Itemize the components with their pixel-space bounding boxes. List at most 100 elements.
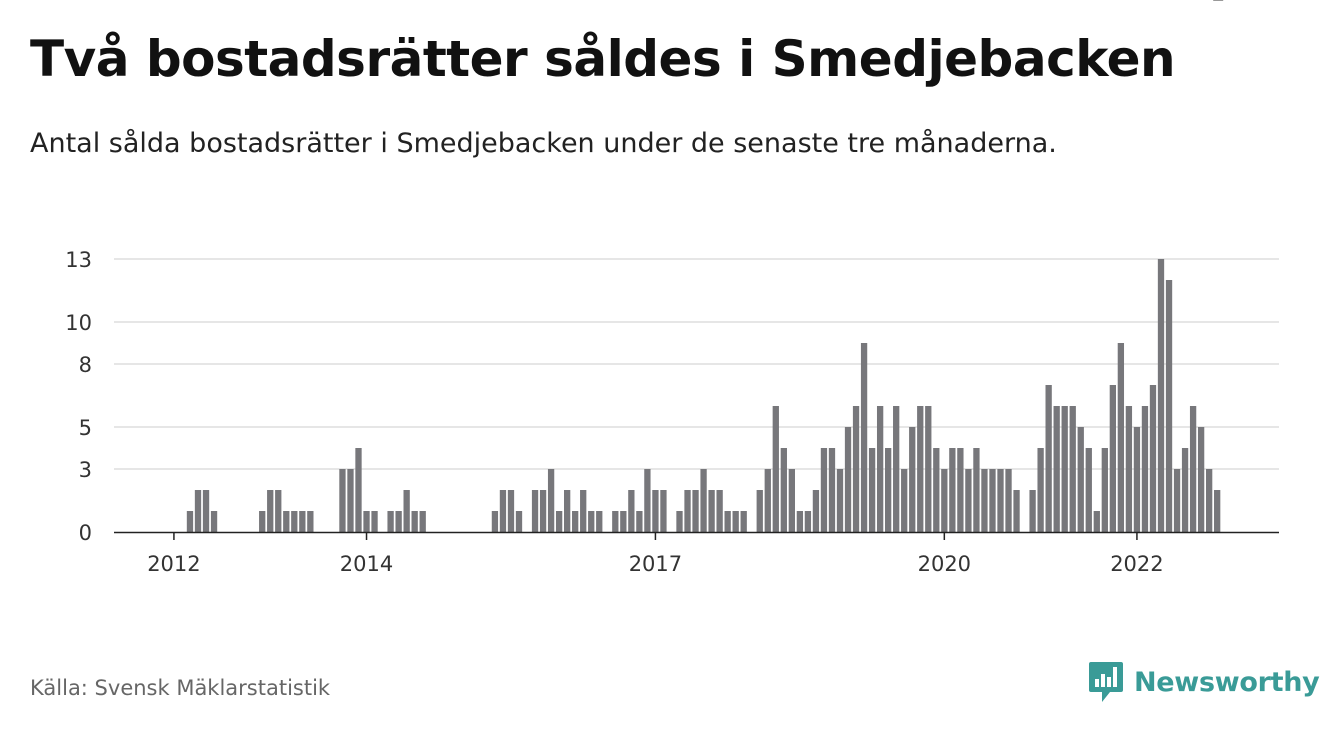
bar [989,469,996,532]
bar [1037,448,1044,532]
bar [194,490,202,532]
bar [1101,448,1108,532]
bar [1214,490,1221,532]
bar [804,511,812,532]
bar [371,511,378,532]
brand-name: Newsworthy [1134,666,1320,698]
bar [275,490,282,532]
bar [339,469,346,532]
bar [1013,490,1020,532]
bar [941,469,948,532]
bar [949,448,956,532]
bar [1206,469,1213,532]
bars [186,259,1221,532]
y-tick-label: 13 [65,248,92,272]
bar [1109,385,1116,532]
bar [684,490,691,532]
bar [347,469,354,532]
bar [756,490,763,532]
bar [692,490,699,532]
chart-subtitle: Antal sålda bostadsrätter i Smedjebacken… [30,128,1057,159]
bar [1045,385,1052,532]
bar [652,490,659,532]
x-tick-label: 2017 [629,552,682,576]
bar [403,490,410,532]
bar [283,511,290,532]
bar [620,511,627,532]
bar-chart: 0 3 5 8 10 13 2012 2014 2017 2020 2022 2 [65,0,1279,576]
bar [772,406,779,532]
bar [860,343,868,532]
annotation: 2 [1213,0,1231,5]
bar [395,511,402,532]
bar [716,490,723,532]
bar [1181,448,1189,532]
bar [700,469,707,532]
bar [1125,406,1133,532]
bar [555,511,563,532]
bar [1005,469,1012,532]
bar [612,511,619,532]
bar [1141,406,1149,532]
bar [764,469,771,532]
chart-title: Två bostadsrätter såldes i Smedjebacken [30,30,1176,88]
bar [636,511,643,532]
bar [997,469,1004,532]
y-tick-label: 5 [79,416,92,440]
bar [1133,427,1141,532]
bar [973,448,980,532]
bar [780,448,787,532]
newsworthy-logo-icon [1089,662,1123,702]
bar [564,490,571,532]
bar [411,511,418,532]
bar [925,406,932,532]
bar [1053,406,1060,532]
bar [917,406,924,532]
bar [363,511,370,532]
bar [539,490,547,532]
bar [531,490,539,532]
bar [1149,385,1157,532]
bar [387,511,394,532]
x-axis-ticks: 2012 2014 2017 2020 2022 [147,532,1164,576]
bar [1069,406,1076,532]
bar [796,511,804,532]
bar [1077,427,1084,532]
y-tick-label: 3 [79,458,92,482]
bar [547,469,555,532]
bar [1029,490,1036,532]
y-tick-label: 8 [79,353,92,377]
bar [499,490,507,532]
bar [828,448,836,532]
bar [885,448,892,532]
annotation-label: 2 [1217,0,1230,5]
bar [580,490,587,532]
bar [628,490,635,532]
bar [644,469,651,532]
bar [820,448,828,532]
y-tick-label: 10 [65,311,92,335]
bar [572,511,579,532]
bar [299,511,306,532]
bar [876,406,884,532]
x-tick-label: 2012 [147,552,200,576]
x-tick-label: 2020 [918,552,971,576]
bar [210,511,218,532]
bar [507,490,515,532]
bar [1061,406,1068,532]
brand-logo: Newsworthy [1088,660,1320,704]
bar [909,427,916,532]
bar [491,511,499,532]
bar [660,490,667,532]
y-axis-ticks: 0 3 5 8 10 13 [65,248,92,545]
bar [307,511,314,532]
bar [267,490,274,532]
bar [1117,343,1125,532]
grid-lines [114,258,1279,470]
bar [1173,469,1181,532]
bar [419,511,426,532]
x-tick-label: 2014 [340,552,393,576]
bar [676,511,683,532]
bar [1093,511,1100,532]
bar [836,469,844,532]
